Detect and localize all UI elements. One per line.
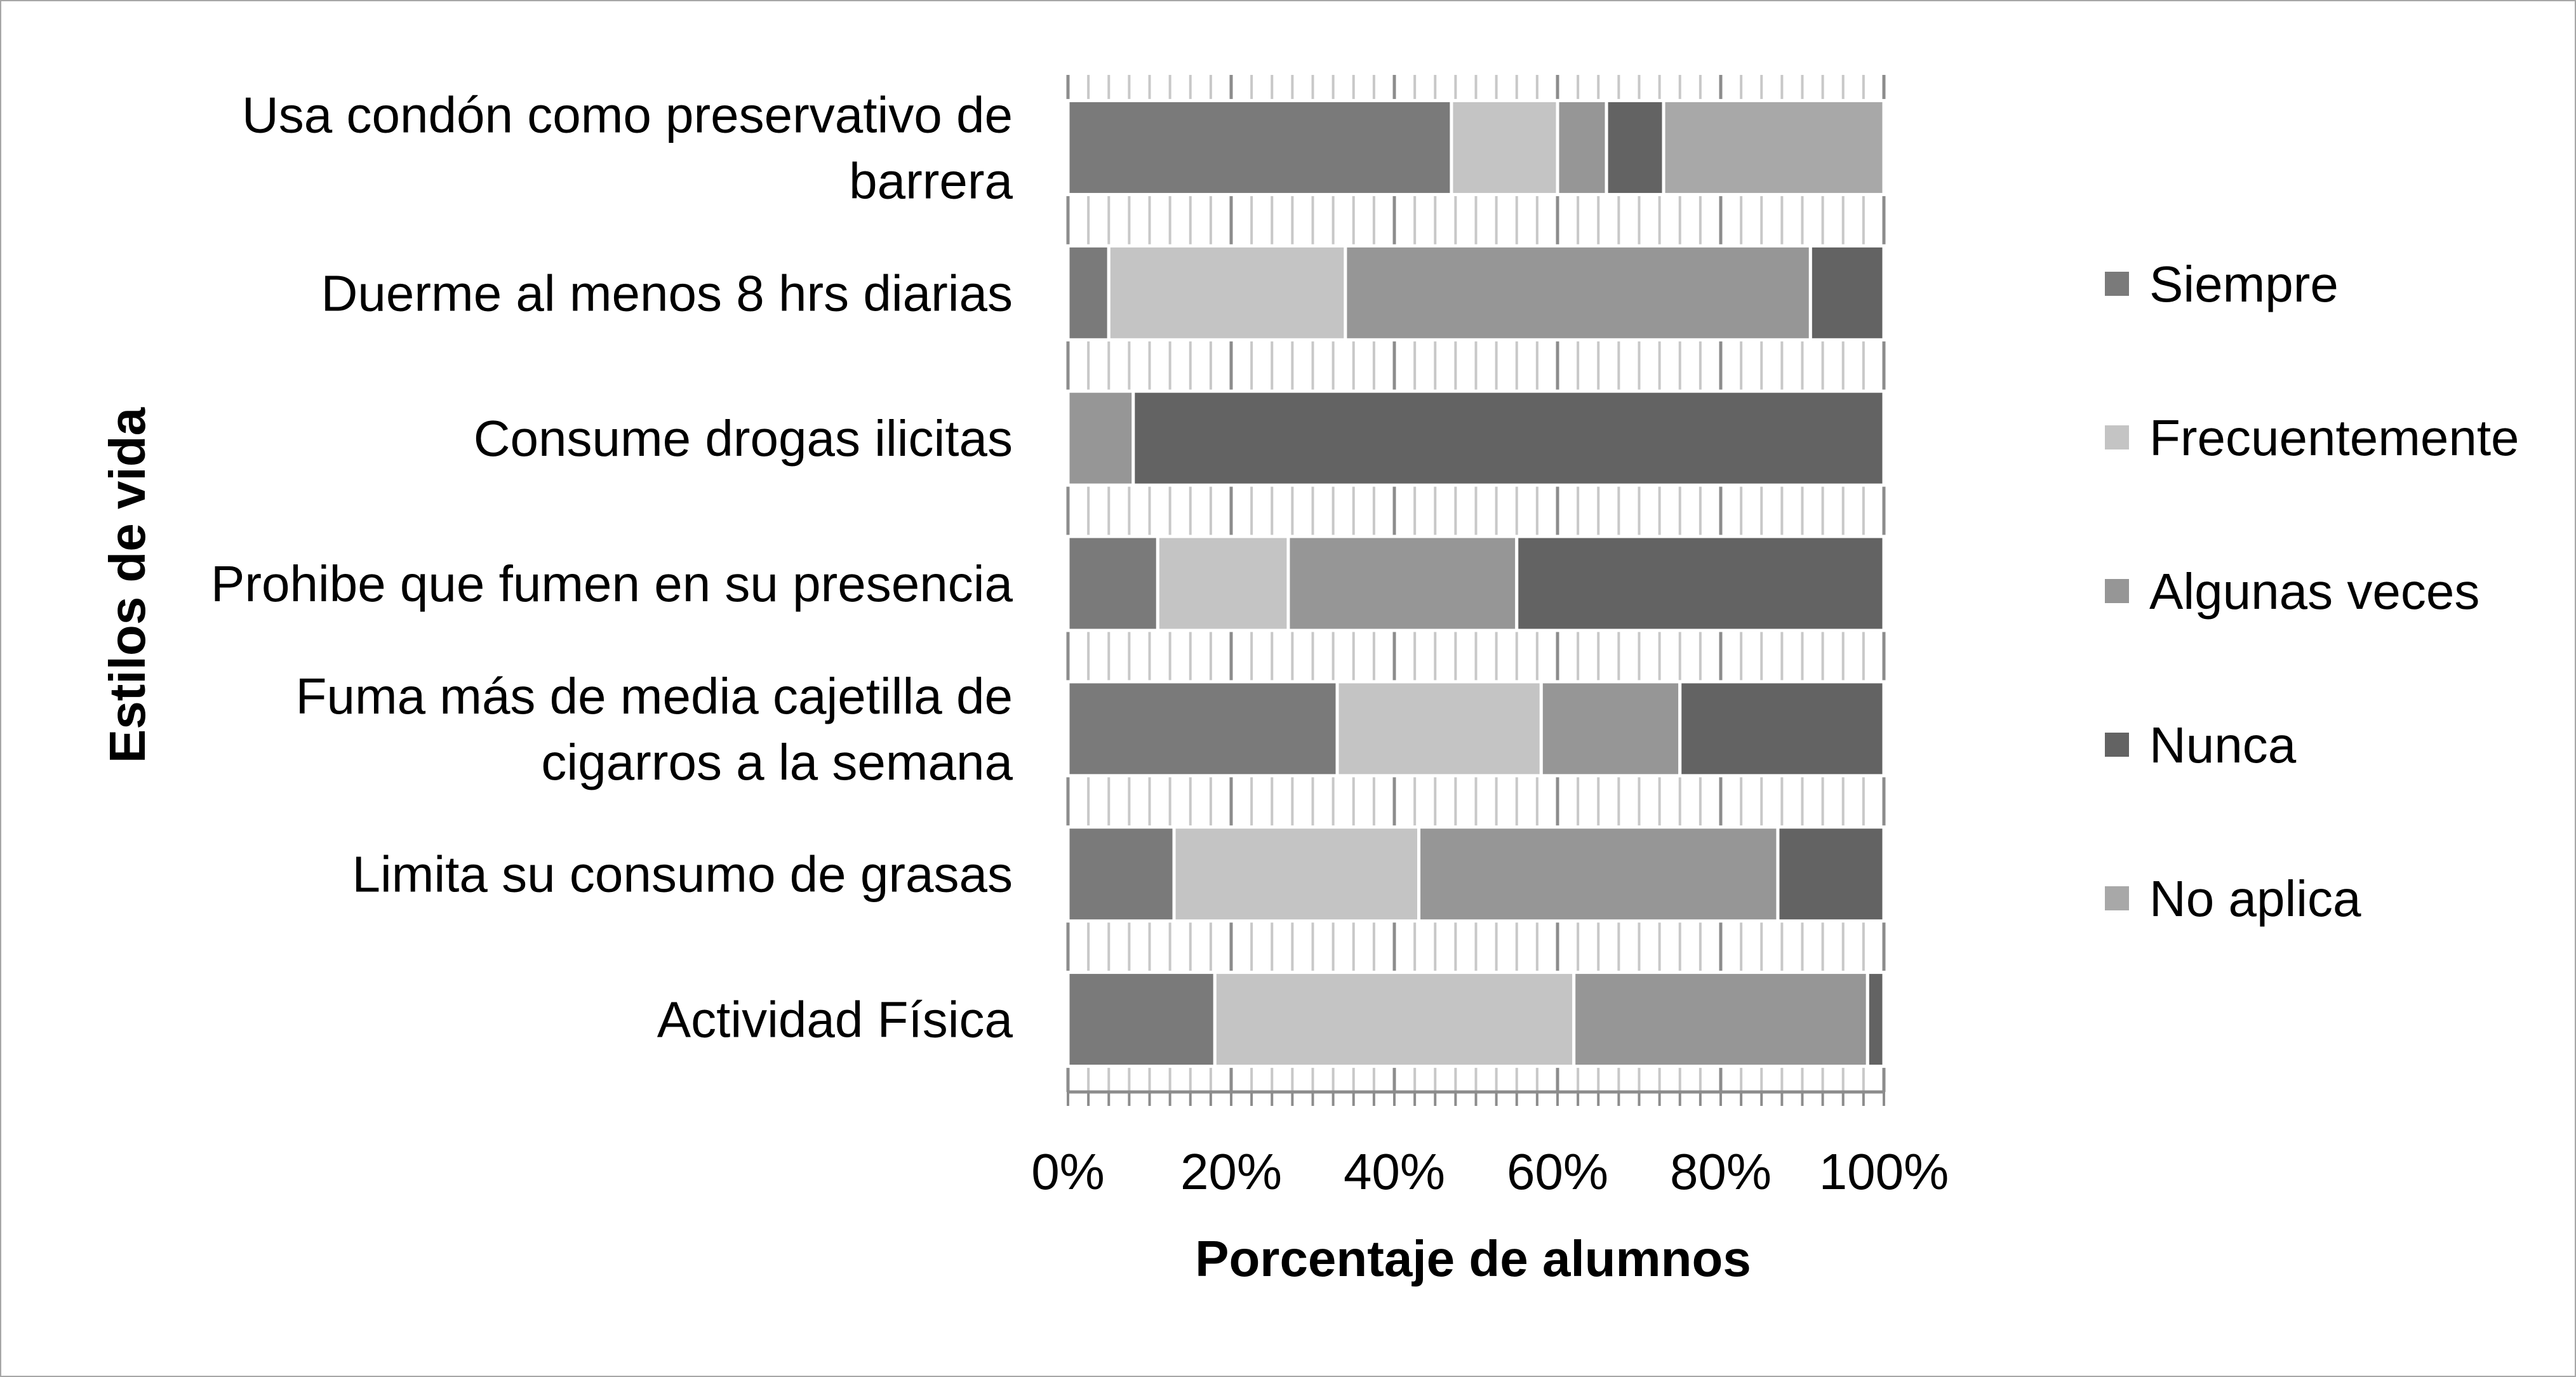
bar-segment-3-row-3 xyxy=(1066,389,1135,487)
bar-segment-2-row-4 xyxy=(1156,535,1290,632)
category-label: Usa condón como preservativo de barrera xyxy=(242,86,1013,209)
bar-segment-3-row-2 xyxy=(1344,244,1812,342)
legend: Siempre Frecuentemente Algunas veces Nunca N… xyxy=(2105,256,2519,927)
category-label-line: Actividad Física xyxy=(657,992,1013,1048)
bar-segment-1-row-7 xyxy=(1066,971,1217,1068)
category-label: Actividad Física xyxy=(657,992,1013,1048)
bar-segment-1-row-6 xyxy=(1066,825,1176,923)
bar-segment-2-row-6 xyxy=(1172,825,1421,923)
legend-swatch xyxy=(2105,425,2129,449)
bar-segment-5-row-1 xyxy=(1662,98,1886,196)
bar-segment-1-row-4 xyxy=(1066,535,1159,632)
x-tick-label: 40% xyxy=(1344,1143,1445,1200)
category-label-line: cigarros a la semana xyxy=(541,734,1013,790)
bar-segment-1-row-2 xyxy=(1066,244,1111,342)
category-label: Prohibe que fumen en su presencia xyxy=(211,555,1013,612)
category-label-line: barrera xyxy=(849,152,1013,209)
bar-segment-4-row-7 xyxy=(1865,971,1886,1068)
bar-segment-1-row-1 xyxy=(1066,98,1453,196)
y-axis-title: Estilos de vida xyxy=(99,407,156,763)
category-label-line: Duerme al menos 8 hrs diarias xyxy=(321,265,1013,321)
bar-segment-4-row-2 xyxy=(1808,244,1886,342)
category-label-line: Usa condón como preservativo de xyxy=(242,86,1013,143)
bar-segment-4-row-6 xyxy=(1776,825,1886,923)
bar-segment-2-row-2 xyxy=(1107,244,1347,342)
bar-segment-3-row-4 xyxy=(1286,535,1519,632)
bar-segment-3-row-5 xyxy=(1539,680,1682,778)
category-labels: Usa condón como preservativo de barrera Du… xyxy=(211,86,1013,1048)
bar-segment-3-row-6 xyxy=(1417,825,1780,923)
bar-segment-4-row-4 xyxy=(1515,535,1886,632)
legend-swatch xyxy=(2105,886,2129,910)
legend-label: Nunca xyxy=(2149,717,2297,773)
x-tick-label: 0% xyxy=(1031,1143,1105,1200)
bar-segment-4-row-3 xyxy=(1131,389,1886,487)
category-label: Fuma más de media cajetilla de cigarros a… xyxy=(296,668,1013,790)
category-label-line: Fuma más de media cajetilla de xyxy=(296,668,1013,724)
bar-segment-3-row-1 xyxy=(1556,98,1608,196)
x-tick-label: 100% xyxy=(1819,1143,1949,1200)
legend-label: Siempre xyxy=(2149,256,2339,312)
category-label-line: Consume drogas ilicitas xyxy=(474,410,1013,467)
legend-label: Frecuentemente xyxy=(2149,409,2519,466)
category-label-line: Limita su consumo de grasas xyxy=(352,846,1013,903)
category-label: Consume drogas ilicitas xyxy=(474,410,1013,467)
bar-segment-1-row-5 xyxy=(1066,680,1339,778)
bar-segment-3-row-7 xyxy=(1572,971,1869,1068)
bar-segment-2-row-5 xyxy=(1335,680,1543,778)
legend-label: Algunas veces xyxy=(2149,563,2479,620)
x-tick-labels: 0% 20% 40% 60% 80% 100% xyxy=(1031,1143,1949,1200)
bar-segment-2-row-7 xyxy=(1213,971,1576,1068)
legend-swatch xyxy=(2105,733,2129,757)
x-tick-label: 20% xyxy=(1180,1143,1282,1200)
x-tick-label: 80% xyxy=(1670,1143,1772,1200)
category-label-line: Prohibe que fumen en su presencia xyxy=(211,555,1013,612)
legend-swatch xyxy=(2105,579,2129,603)
category-label: Limita su consumo de grasas xyxy=(352,846,1013,903)
legend-label: No aplica xyxy=(2149,870,2361,927)
x-tick-label: 60% xyxy=(1507,1143,1608,1200)
bars-layer xyxy=(1066,98,1886,1068)
bar-segment-2-row-1 xyxy=(1450,98,1559,196)
axis-layer xyxy=(1067,1090,1885,1106)
bar-segment-4-row-5 xyxy=(1678,680,1886,778)
category-label: Duerme al menos 8 hrs diarias xyxy=(321,265,1013,321)
x-axis-title: Porcentaje de alumnos xyxy=(1195,1230,1751,1287)
bar-segment-4-row-1 xyxy=(1605,98,1665,196)
legend-swatch xyxy=(2105,272,2129,296)
